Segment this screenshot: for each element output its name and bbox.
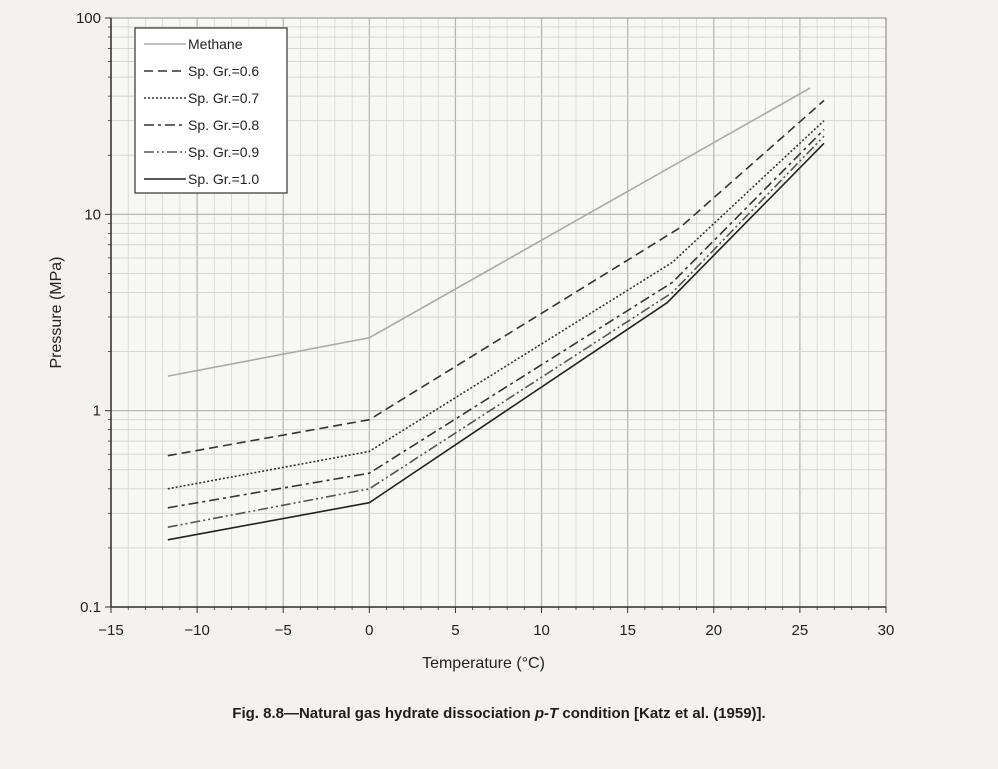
caption-prefix: Fig. 8.8—Natural gas hydrate dissociatio… [232, 705, 535, 722]
y-tick-label: 1 [93, 403, 101, 420]
x-tick-label: 10 [533, 622, 550, 639]
figure-caption: Fig. 8.8—Natural gas hydrate dissociatio… [0, 705, 998, 722]
series-line [167, 87, 811, 377]
series-line [167, 142, 825, 541]
series-line [167, 129, 825, 509]
x-tick-label: 5 [451, 622, 459, 639]
y-tick-label: 10 [84, 206, 101, 223]
series-line [167, 135, 825, 528]
caption-suffix: condition [Katz et al. (1959)]. [558, 705, 766, 722]
legend-label: Sp. Gr.=0.9 [188, 144, 259, 160]
legend-label: Sp. Gr.=0.6 [188, 63, 259, 79]
y-tick-label: 0.1 [80, 599, 101, 616]
legend-box [134, 27, 288, 194]
x-tick-label: −15 [98, 622, 123, 639]
legend-label: Sp. Gr.=0.8 [188, 117, 259, 133]
x-tick-label: −10 [184, 622, 209, 639]
series-line [167, 99, 825, 457]
x-tick-label: 0 [365, 622, 373, 639]
x-axis-label: Temperature (°C) [422, 655, 545, 672]
legend-label: Sp. Gr.=0.7 [188, 90, 259, 106]
x-tick-label: 15 [619, 622, 636, 639]
x-tick-label: 20 [705, 622, 722, 639]
x-tick-label: 30 [878, 622, 895, 639]
x-tick-label: −5 [275, 622, 292, 639]
legend-label: Methane [188, 36, 243, 52]
caption-pt: p-T [534, 705, 559, 722]
legend-label: Sp. Gr.=1.0 [188, 171, 259, 187]
y-tick-label: 100 [76, 10, 101, 27]
y-axis-label: Pressure (MPa) [48, 256, 65, 368]
x-tick-label: 25 [792, 622, 809, 639]
series-line [167, 120, 825, 490]
